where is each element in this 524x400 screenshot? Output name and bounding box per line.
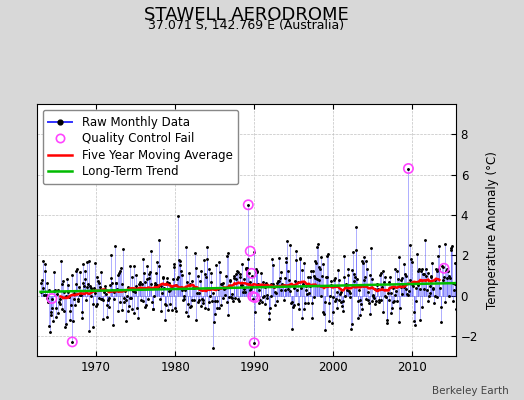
Text: Berkeley Earth: Berkeley Earth [432, 386, 508, 396]
Text: STAWELL AERODROME: STAWELL AERODROME [144, 6, 348, 24]
Text: 37.071 S, 142.769 E (Australia): 37.071 S, 142.769 E (Australia) [148, 19, 344, 32]
Point [247, 270, 256, 276]
Point [440, 265, 448, 272]
Point [244, 202, 253, 208]
Point [250, 294, 259, 301]
Point [246, 248, 255, 254]
Point [250, 340, 258, 346]
Point [249, 293, 257, 300]
Y-axis label: Temperature Anomaly (°C): Temperature Anomaly (°C) [486, 151, 499, 309]
Point [48, 295, 56, 302]
Point [68, 339, 77, 345]
Legend: Raw Monthly Data, Quality Control Fail, Five Year Moving Average, Long-Term Tren: Raw Monthly Data, Quality Control Fail, … [42, 110, 238, 184]
Point [404, 165, 412, 172]
